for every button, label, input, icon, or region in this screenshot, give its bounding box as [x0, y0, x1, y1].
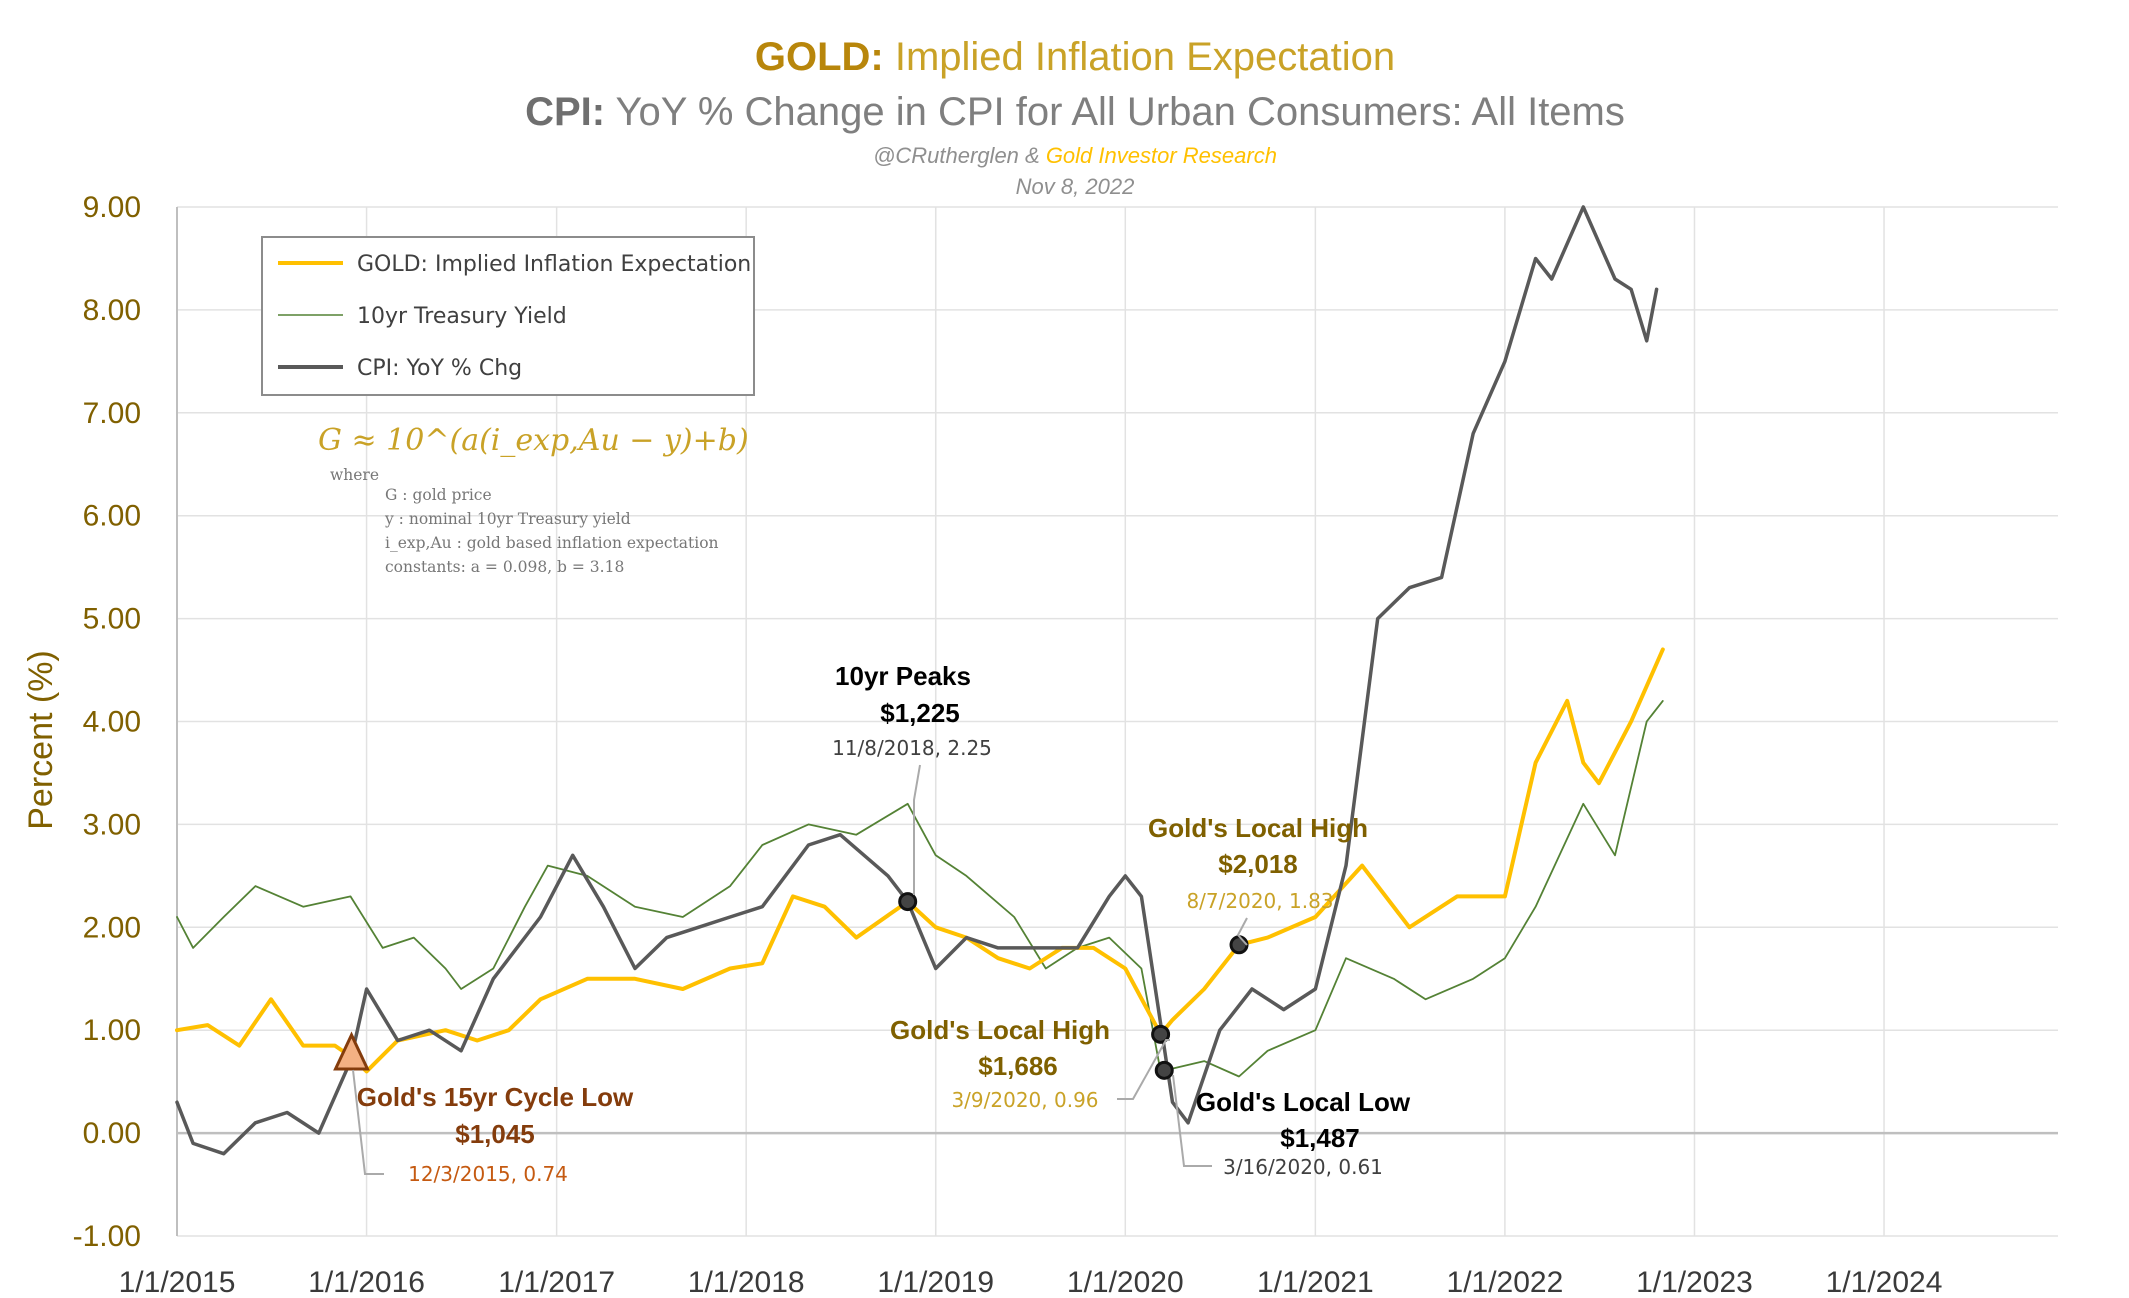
- marker-cycle-low: [333, 1031, 370, 1071]
- legend: GOLD: Implied Inflation Expectation 10yr…: [261, 236, 755, 396]
- annotation-local-high-aug-2020-leader: [1236, 917, 1248, 946]
- formula: G ≈ 10^(a(i_exp,Au − y)+b) where G : gol…: [318, 423, 749, 576]
- title-line-1: GOLD: Implied Inflation Expectation: [755, 35, 1395, 79]
- annotation-local-high-mar-2020-title: Gold's Local High: [890, 1015, 1110, 1045]
- x-tick-label: 1/1/2023: [1636, 1266, 1753, 1298]
- x-tick-label: 1/1/2022: [1447, 1266, 1564, 1298]
- y-tick-label: 5.00: [83, 603, 141, 636]
- y-axis-label: Percent (%): [22, 650, 60, 830]
- annotation-cycle-low-price: $1,045: [455, 1119, 535, 1149]
- annotation-cycle-low: Gold's 15yr Cycle Low $1,045 12/3/2015, …: [352, 1069, 634, 1186]
- x-tick-label: 1/1/2015: [119, 1266, 236, 1298]
- x-tick-label: 1/1/2016: [308, 1266, 425, 1298]
- credit-author: @CRutherglen &: [873, 143, 1040, 168]
- annotation-local-high-mar-2020-leader: [1117, 1039, 1170, 1100]
- legend-box: [261, 236, 755, 396]
- annotation-local-low-sub: 3/16/2020, 0.61: [1223, 1155, 1383, 1179]
- annotation-10yr-peaks-leader: [913, 764, 921, 895]
- marker-local-high-mar-2020: [1151, 1024, 1171, 1044]
- y-tick-labels: 9.00 8.00 7.00 6.00 5.00 4.00 3.00 2.00 1.00 0.00…: [73, 191, 141, 1253]
- marker-local-high-aug-2020: [1229, 935, 1249, 955]
- series-10yr-treasury-yield: [176, 700, 1664, 1078]
- annotation-local-high-aug-2020-title: Gold's Local High: [1148, 813, 1368, 843]
- annotation-10yr-peaks-price: $1,225: [880, 698, 960, 728]
- annotation-10yr-peaks-title: 10yr Peaks: [835, 661, 971, 691]
- formula-where: where: [330, 466, 379, 484]
- annotation-local-low-price: $1,487: [1280, 1123, 1360, 1153]
- annotation-local-high-mar-2020-price: $1,686: [978, 1051, 1058, 1081]
- annotation-markers: [333, 892, 1249, 1080]
- y-tick-label: 7.00: [83, 397, 141, 430]
- y-tick-label: 2.00: [83, 911, 141, 944]
- x-tick-label: 1/1/2017: [498, 1266, 615, 1298]
- annotation-local-low: Gold's Local Low $1,487 3/16/2020, 0.61: [1172, 1074, 1411, 1179]
- x-tick-label: 1/1/2024: [1826, 1266, 1943, 1298]
- y-tick-label: 0.00: [83, 1117, 141, 1150]
- formula-line-4: constants: a = 0.098, b = 3.18: [385, 558, 624, 576]
- annotation-local-high-mar-2020: Gold's Local High $1,686 3/9/2020, 0.96: [890, 1015, 1170, 1112]
- annotation-local-high-aug-2020-price: $2,018: [1218, 849, 1298, 879]
- annotation-cycle-low-leader: [352, 1069, 384, 1175]
- annotation-local-high-aug-2020-sub: 8/7/2020, 1.83: [1186, 889, 1333, 913]
- y-tick-label: -1.00: [73, 1220, 141, 1253]
- annotation-cycle-low-title: Gold's 15yr Cycle Low: [357, 1082, 634, 1112]
- annotation-10yr-peaks-sub: 11/8/2018, 2.25: [832, 736, 992, 760]
- annotation-local-low-leader: [1172, 1074, 1212, 1167]
- marker-local-low: [1154, 1060, 1174, 1080]
- annotation-10yr-peaks: 10yr Peaks $1,225 11/8/2018, 2.25: [832, 661, 992, 895]
- x-tick-label: 1/1/2020: [1067, 1266, 1184, 1298]
- x-tick-label: 1/1/2019: [877, 1266, 994, 1298]
- credit-org: Gold Investor Research: [1040, 143, 1277, 168]
- annotation-local-high-mar-2020-sub: 3/9/2020, 0.96: [951, 1088, 1098, 1112]
- y-tick-label: 4.00: [83, 706, 141, 739]
- series-cpi-yoy: [175, 205, 1659, 1156]
- title-line-2: CPI: YoY % Change in CPI for All Urban C…: [525, 90, 1625, 134]
- y-tick-label: 3.00: [83, 808, 141, 841]
- annotation-local-low-title: Gold's Local Low: [1196, 1087, 1411, 1117]
- formula-main: G ≈ 10^(a(i_exp,Au − y)+b): [318, 423, 749, 458]
- x-tick-labels: 1/1/2015 1/1/2016 1/1/2017 1/1/2018 1/1/2019…: [119, 1266, 1943, 1298]
- title-line-1-rest: Implied Inflation Expectation: [884, 35, 1395, 79]
- axes: [176, 207, 2058, 1236]
- chart-date: Nov 8, 2022: [1016, 174, 1135, 199]
- formula-line-1: G : gold price: [385, 486, 492, 504]
- title-line-2-prefix: CPI:: [525, 90, 605, 134]
- marker-10yr-peak: [898, 892, 918, 912]
- y-tick-label: 9.00: [83, 191, 141, 224]
- y-tick-label: 1.00: [83, 1014, 141, 1047]
- credit-line: @CRutherglen & Gold Investor Research: [873, 143, 1277, 168]
- y-tick-label: 8.00: [83, 294, 141, 327]
- formula-line-3: i_exp,Au : gold based inflation expectat…: [385, 534, 719, 552]
- x-tick-label: 1/1/2018: [688, 1266, 805, 1298]
- title-line-2-rest: YoY % Change in CPI for All Urban Consum…: [605, 90, 1625, 134]
- annotation-local-high-aug-2020: Gold's Local High $2,018 8/7/2020, 1.83: [1148, 813, 1368, 946]
- legend-label-gold: GOLD: Implied Inflation Expectation: [357, 252, 751, 277]
- legend-label-treasury: 10yr Treasury Yield: [357, 304, 567, 329]
- formula-line-2: y : nominal 10yr Treasury yield: [384, 510, 631, 528]
- y-tick-label: 6.00: [83, 500, 141, 533]
- series-gold-implied-inflation: [175, 647, 1665, 1074]
- x-tick-label: 1/1/2021: [1257, 1266, 1374, 1298]
- title-line-1-prefix: GOLD:: [755, 35, 884, 79]
- annotation-cycle-low-sub: 12/3/2015, 0.74: [408, 1162, 568, 1186]
- series-lines: [175, 205, 1665, 1156]
- legend-label-cpi: CPI: YoY % Chg: [357, 356, 522, 381]
